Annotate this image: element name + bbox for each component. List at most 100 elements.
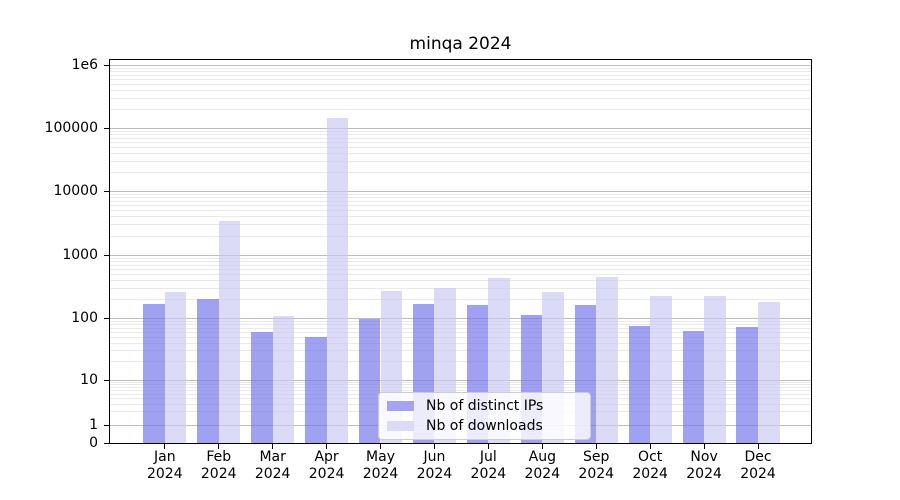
x-axis-tick-label: Jun 2024 — [416, 449, 453, 482]
y-tick-mark — [104, 127, 110, 129]
x-tick-mark — [433, 444, 435, 449]
gridline-minor — [110, 67, 811, 69]
x-axis-tick-label: Jul 2024 — [470, 449, 507, 482]
gridline-minor — [110, 342, 811, 344]
y-tick-mark — [104, 190, 110, 192]
x-tick-mark — [326, 444, 328, 449]
y-axis-tick-label: 1 — [89, 417, 98, 433]
y-axis-tick-label: 100 — [71, 310, 98, 326]
gridline-minor — [110, 273, 811, 275]
bar-downloads-jan — [164, 291, 187, 443]
bar-downloads-oct — [650, 296, 672, 443]
gridline-minor — [110, 134, 811, 136]
gridline-minor — [110, 205, 811, 207]
x-axis-tick-label: Feb 2024 — [200, 449, 237, 482]
bar-downloads-feb — [218, 221, 241, 443]
y-tick-mark — [104, 424, 110, 426]
gridline-minor — [110, 216, 811, 218]
gridline-major — [110, 65, 811, 66]
y-tick-mark — [104, 442, 110, 444]
y-axis-tick-label: 1e6 — [71, 57, 98, 73]
bar-distinct-ips-nov — [682, 330, 705, 443]
bar-downloads-apr — [326, 117, 349, 443]
x-tick-mark — [649, 444, 651, 449]
gridline-minor — [110, 160, 811, 162]
x-axis-tick-label: Apr 2024 — [308, 449, 345, 482]
y-axis-tick-label: 0 — [89, 435, 98, 451]
gridline-minor — [110, 350, 811, 352]
gridline-major — [110, 255, 811, 256]
gridline-minor — [110, 389, 811, 391]
x-tick-mark — [380, 444, 382, 449]
gridline-minor — [110, 287, 811, 289]
gridline-minor — [110, 153, 811, 155]
chart-title: minqa 2024 — [409, 34, 512, 54]
gridline-minor — [110, 109, 811, 111]
gridline-minor — [110, 90, 811, 92]
legend-item-downloads: Nb of downloads — [387, 418, 582, 434]
gridline-minor — [110, 331, 811, 333]
bar-distinct-ips-may — [358, 318, 381, 443]
gridline-minor — [110, 299, 811, 301]
bar-downloads-dec — [758, 301, 780, 443]
gridline-minor — [110, 146, 811, 148]
bar-distinct-ips-apr — [305, 337, 327, 443]
legend-label-downloads: Nb of downloads — [426, 417, 543, 434]
gridline-major — [110, 191, 811, 192]
gridline-minor — [110, 172, 811, 174]
y-tick-mark — [104, 254, 110, 256]
x-tick-mark — [595, 444, 597, 449]
x-axis-tick-label: Nov 2024 — [686, 449, 722, 482]
gridline-minor — [110, 280, 811, 282]
gridline-minor — [110, 336, 811, 338]
y-tick-mark — [104, 379, 110, 381]
bar-downloads-mar — [272, 316, 295, 443]
gridline-minor — [110, 386, 811, 388]
x-tick-mark — [703, 444, 705, 449]
gridline-minor — [110, 257, 811, 259]
y-axis-tick-label: 100000 — [44, 120, 98, 136]
bar-downloads-nov — [704, 296, 726, 443]
x-tick-mark — [757, 444, 759, 449]
bar-distinct-ips-feb — [197, 299, 219, 443]
gridline-minor — [110, 197, 811, 199]
gridline-minor — [110, 324, 811, 325]
x-tick-mark — [272, 444, 274, 449]
x-axis-tick-label: May 2024 — [362, 449, 399, 482]
bar-distinct-ips-jan — [143, 303, 165, 443]
gridline-minor — [110, 261, 811, 263]
y-axis-tick-label: 10 — [80, 372, 98, 388]
x-tick-mark — [164, 444, 166, 449]
gridline-major — [110, 318, 811, 319]
legend: Nb of distinct IPs Nb of downloads — [378, 392, 591, 440]
gridline-minor — [110, 327, 811, 329]
x-axis-tick-label: Oct 2024 — [632, 449, 668, 482]
y-tick-mark — [104, 317, 110, 319]
x-tick-mark — [218, 444, 220, 449]
x-axis-tick-label: Sep 2024 — [578, 449, 615, 482]
x-axis-tick-label: Jan 2024 — [146, 449, 183, 482]
y-axis-tick-label: 10000 — [53, 183, 98, 199]
gridline-minor — [110, 200, 811, 202]
x-axis-tick-label: Dec 2024 — [740, 449, 776, 482]
legend-label-distinct-ips: Nb of distinct IPs — [426, 398, 544, 415]
gridline-minor — [110, 71, 811, 73]
x-axis-tick-label: Aug 2024 — [524, 449, 561, 482]
gridline-minor — [110, 224, 811, 226]
gridline-minor — [110, 83, 811, 85]
legend-item-distinct-ips: Nb of distinct IPs — [387, 398, 582, 414]
gridline-minor — [110, 320, 811, 322]
gridline-minor — [110, 97, 811, 99]
gridline-minor — [110, 130, 811, 132]
gridline-minor — [110, 74, 811, 76]
bar-downloads-sep — [596, 276, 618, 443]
gridline-minor — [110, 193, 811, 195]
x-axis-tick-label: Mar 2024 — [254, 449, 291, 482]
bar-distinct-ips-oct — [628, 326, 651, 443]
x-tick-mark — [487, 444, 489, 449]
gridline-major — [110, 380, 811, 381]
gridline-minor — [110, 137, 811, 139]
gridline-minor — [110, 361, 811, 363]
plot-area — [109, 59, 812, 444]
legend-swatch-downloads — [387, 420, 414, 431]
